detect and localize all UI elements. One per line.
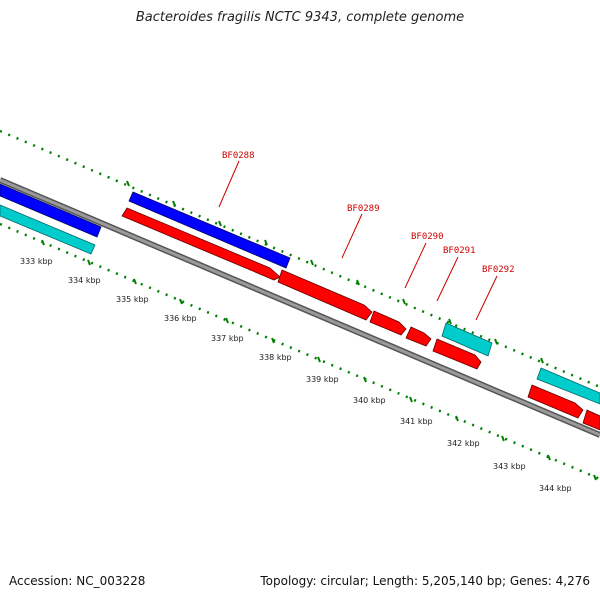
kbp-label: 337 kbp — [211, 334, 244, 343]
gene-label[interactable]: BF0290 — [411, 232, 444, 242]
map-title: Bacteroides fragilis NCTC 9343, complete… — [135, 10, 465, 25]
rna-feature-left[interactable] — [0, 204, 96, 255]
accession-text: Accession: NC_003228 — [9, 574, 146, 588]
reverse-cds-right-2[interactable] — [582, 409, 600, 431]
kbp-label: 335 kbp — [116, 295, 149, 304]
rna-features — [0, 204, 600, 405]
kbp-label: 334 kbp — [68, 276, 101, 285]
genome-summary-text: Topology: circular; Length: 5,205,140 bp… — [260, 574, 590, 588]
reverse-cds-bf0290[interactable] — [369, 310, 407, 336]
kbp-label: 340 kbp — [353, 396, 386, 405]
genome-backbone — [0, 177, 600, 438]
kbp-label: 339 kbp — [306, 375, 339, 384]
gene-labels: BF0288 BF0289 BF0290 BF0291 BF0292 — [222, 151, 515, 275]
reverse-cds-bf0292[interactable] — [432, 338, 482, 370]
reverse-cds-bf0288[interactable] — [121, 207, 281, 281]
kbp-label: 344 kbp — [539, 484, 572, 493]
rna-feature-right[interactable] — [536, 367, 600, 405]
inner-major-ticks — [41, 239, 597, 481]
kbp-label: 343 kbp — [493, 462, 526, 471]
forward-cds-bf0288[interactable] — [128, 191, 291, 269]
kbp-label: 341 kbp — [400, 417, 433, 426]
gene-label-leaders — [218, 160, 498, 321]
gene-label[interactable]: BF0289 — [347, 204, 380, 214]
inner-tick-ring — [0, 222, 600, 481]
reverse-cds-right-1[interactable] — [527, 384, 584, 419]
gene-label[interactable]: BF0291 — [443, 246, 476, 256]
kbp-label: 342 kbp — [447, 439, 480, 448]
reverse-cds-bf0291[interactable] — [405, 326, 432, 347]
reverse-cds-bf0289[interactable] — [277, 269, 373, 321]
gene-label[interactable]: BF0292 — [482, 265, 515, 275]
kbp-label: 338 kbp — [259, 353, 292, 362]
kbp-label: 336 kbp — [164, 314, 197, 323]
gene-label[interactable]: BF0288 — [222, 151, 255, 161]
rna-feature-bf0292[interactable] — [441, 322, 493, 357]
kbp-labels: 333 kbp 334 kbp 335 kbp 336 kbp 337 kbp … — [20, 257, 572, 493]
reverse-features — [121, 207, 600, 431]
forward-cds-left[interactable] — [0, 183, 102, 238]
outer-major-ticks — [126, 180, 544, 364]
kbp-label: 333 kbp — [20, 257, 53, 266]
outer-tick-ring — [0, 129, 600, 389]
forward-features — [0, 183, 291, 269]
